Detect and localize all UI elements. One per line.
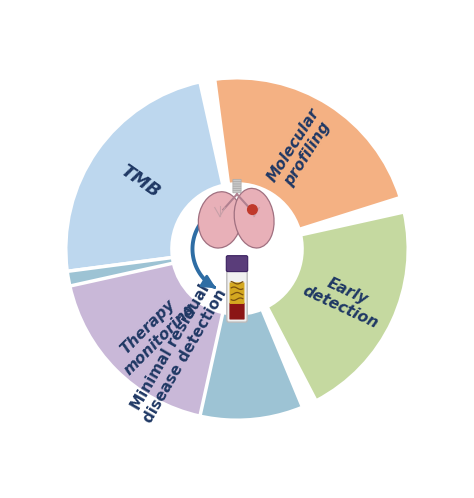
FancyBboxPatch shape	[229, 282, 245, 304]
Wedge shape	[215, 78, 401, 230]
FancyBboxPatch shape	[226, 255, 248, 271]
FancyBboxPatch shape	[227, 266, 247, 322]
Text: Early
detection: Early detection	[300, 267, 388, 331]
Ellipse shape	[234, 188, 274, 248]
FancyBboxPatch shape	[233, 179, 241, 182]
Text: Minimal residual
disease detection: Minimal residual disease detection	[126, 277, 230, 425]
FancyBboxPatch shape	[233, 190, 241, 193]
Wedge shape	[267, 212, 408, 401]
Ellipse shape	[198, 192, 241, 248]
Wedge shape	[66, 82, 223, 271]
FancyBboxPatch shape	[233, 188, 241, 191]
Text: Therapy
monitoring: Therapy monitoring	[109, 287, 199, 377]
FancyBboxPatch shape	[229, 303, 245, 320]
Text: Molecular
profiling: Molecular profiling	[264, 105, 337, 194]
FancyBboxPatch shape	[233, 182, 241, 184]
Text: TMB: TMB	[117, 161, 164, 201]
Wedge shape	[67, 257, 302, 420]
Wedge shape	[70, 263, 223, 416]
FancyBboxPatch shape	[233, 184, 241, 186]
Circle shape	[247, 205, 257, 215]
FancyBboxPatch shape	[233, 186, 241, 188]
